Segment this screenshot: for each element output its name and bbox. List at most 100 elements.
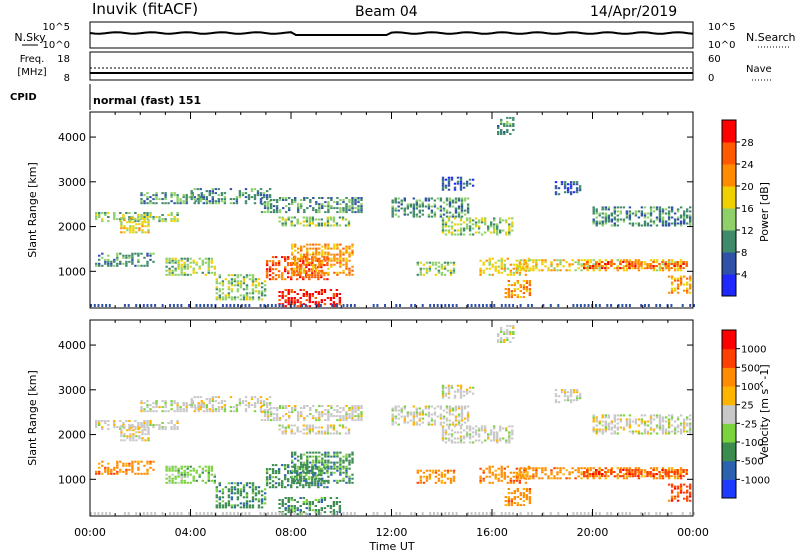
velocity-cell xyxy=(610,467,613,470)
power-cell xyxy=(332,301,336,304)
velocity-cell xyxy=(254,494,258,497)
power-cell xyxy=(318,207,321,210)
velocity-cell xyxy=(661,430,665,433)
power-cell xyxy=(315,243,318,246)
velocity-cell xyxy=(589,473,592,475)
power-cell xyxy=(269,207,273,210)
velocity-cell xyxy=(297,411,300,414)
power-cell xyxy=(319,304,322,307)
power-cell xyxy=(138,219,141,222)
velocity-cell xyxy=(470,512,473,515)
velocity-cell xyxy=(502,437,505,440)
velocity-cell xyxy=(326,424,330,427)
velocity-cell xyxy=(98,472,101,475)
velocity-cell xyxy=(670,491,674,494)
power-cell xyxy=(321,271,324,274)
velocity-cell xyxy=(285,407,288,409)
velocity-cell xyxy=(327,409,330,412)
power-cell xyxy=(628,212,632,215)
velocity-cell xyxy=(314,472,317,475)
velocity-cell xyxy=(455,512,458,515)
velocity-cell xyxy=(297,455,300,458)
velocity-cell xyxy=(98,470,101,473)
velocity-cell xyxy=(317,509,320,512)
velocity-cell xyxy=(628,512,631,515)
power-cell xyxy=(305,272,308,275)
power-cell xyxy=(164,198,167,201)
velocity-cell xyxy=(547,475,550,478)
power-cell xyxy=(294,261,297,264)
velocity-cell xyxy=(559,471,562,474)
power-cell xyxy=(294,249,297,252)
velocity-cell xyxy=(649,420,653,423)
velocity-cell xyxy=(161,410,164,413)
velocity-cell xyxy=(391,407,394,410)
velocity-cell xyxy=(640,512,643,515)
power-cell xyxy=(333,271,336,274)
velocity-cell xyxy=(215,500,218,503)
power-cell xyxy=(302,276,305,279)
power-cell xyxy=(625,269,629,272)
velocity-cell xyxy=(572,399,576,402)
power-cell xyxy=(566,187,570,190)
power-cell xyxy=(272,205,276,208)
power-cell xyxy=(345,251,348,254)
velocity-cell xyxy=(351,453,354,456)
power-cell xyxy=(122,254,125,257)
velocity-cell xyxy=(177,469,180,472)
power-cell xyxy=(127,304,130,307)
velocity-cell xyxy=(465,390,469,393)
power-cell xyxy=(442,207,446,210)
velocity-cell xyxy=(485,512,488,515)
velocity-cell xyxy=(683,418,686,421)
velocity-cell xyxy=(634,473,637,475)
velocity-cell xyxy=(397,409,400,412)
velocity-cell xyxy=(236,492,240,495)
velocity-cell xyxy=(294,469,297,472)
power-cell xyxy=(342,201,345,204)
velocity-cell xyxy=(430,423,434,426)
velocity-cell xyxy=(248,486,252,489)
power-cell xyxy=(303,271,306,274)
velocity-cell xyxy=(474,425,478,428)
velocity-cell xyxy=(323,486,326,489)
power-cell xyxy=(221,282,225,285)
velocity-cell xyxy=(434,469,438,472)
velocity-cell xyxy=(110,472,113,475)
power-cell xyxy=(320,291,323,293)
power-cell xyxy=(679,279,683,282)
power-cell xyxy=(235,202,239,205)
velocity-cell xyxy=(506,331,509,333)
velocity-cell xyxy=(253,410,257,413)
velocity-cell xyxy=(143,408,146,411)
velocity-cell xyxy=(640,475,644,478)
velocity-cell xyxy=(294,457,297,460)
velocity-cell xyxy=(664,469,667,471)
power-cell xyxy=(397,205,400,208)
power-cell xyxy=(251,282,255,285)
velocity-cell xyxy=(195,479,198,482)
velocity-cell xyxy=(640,418,644,421)
power-cell xyxy=(342,304,345,307)
velocity-cell xyxy=(287,511,290,514)
power-cell xyxy=(622,269,626,272)
velocity-cell xyxy=(468,425,472,428)
power-cell xyxy=(113,214,116,216)
power-cell xyxy=(176,304,179,307)
velocity-cell xyxy=(345,467,348,470)
power-cell xyxy=(673,287,677,290)
power-cell xyxy=(120,217,123,220)
power-cell xyxy=(339,207,342,210)
power-cell xyxy=(601,261,604,263)
velocity-cell xyxy=(568,477,571,480)
power-cell xyxy=(493,225,496,228)
power-cell xyxy=(601,267,604,270)
power-cell xyxy=(360,205,363,208)
power-cell xyxy=(308,295,311,297)
power-cell xyxy=(410,304,413,307)
velocity-cell xyxy=(278,428,281,431)
power-cell xyxy=(190,198,193,201)
power-cell xyxy=(195,263,198,266)
power-cell xyxy=(512,118,515,121)
power-cell xyxy=(131,252,134,255)
